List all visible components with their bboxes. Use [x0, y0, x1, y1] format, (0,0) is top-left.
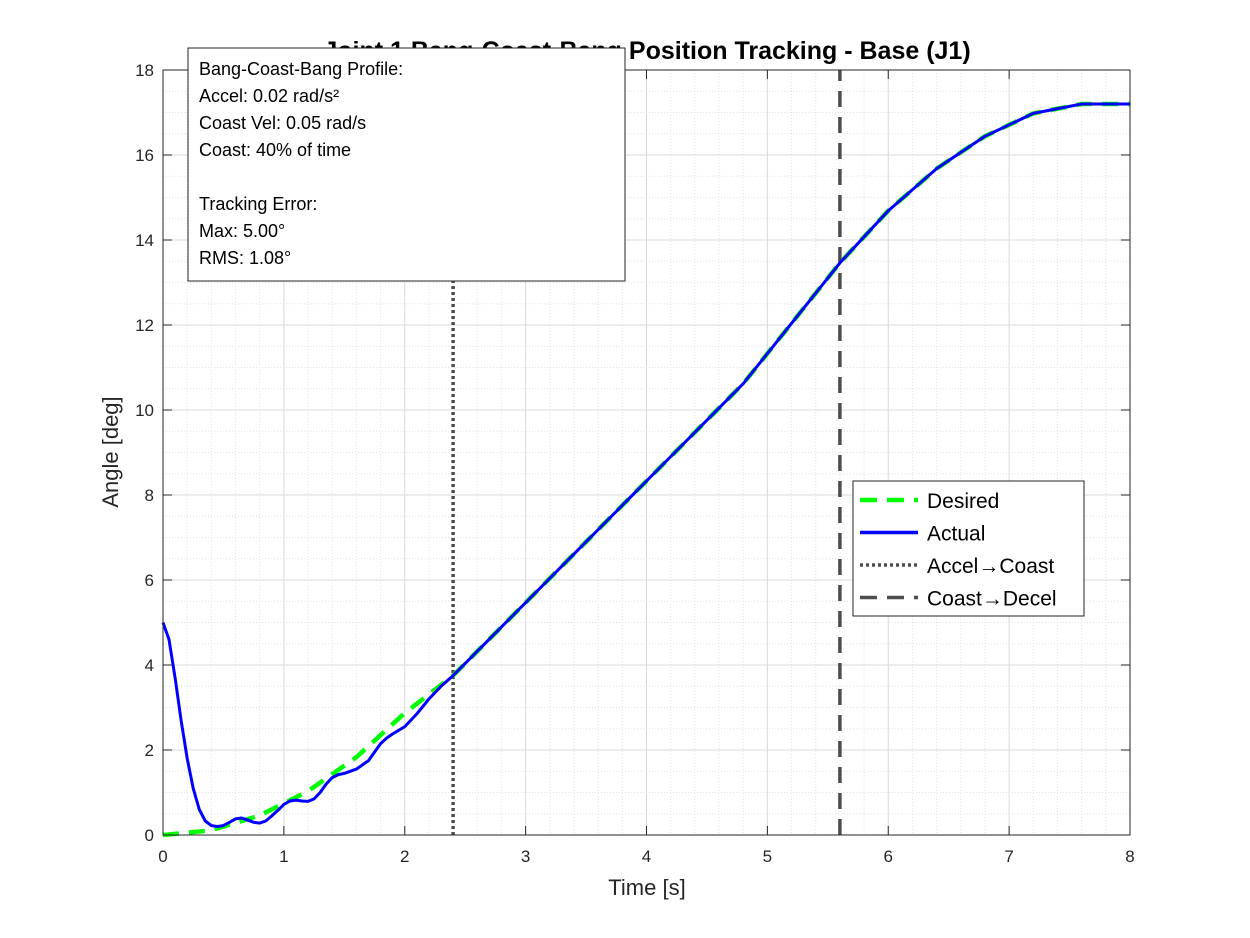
ticks-layer: [162, 69, 1131, 836]
x-tick-label: 0: [158, 847, 167, 866]
x-tick-label: 5: [763, 847, 772, 866]
x-tick-label: 2: [400, 847, 409, 866]
y-tick-label: 18: [135, 61, 154, 80]
y-tick-label: 8: [145, 486, 154, 505]
legend-frame: [852, 480, 1085, 617]
x-axis-label: Time [s]: [608, 875, 685, 900]
y-tick-label: 16: [135, 146, 154, 165]
y-tick-label: 6: [145, 571, 154, 590]
x-tick-label: 7: [1004, 847, 1013, 866]
y-tick-label: 4: [145, 656, 154, 675]
y-tick-label: 12: [135, 316, 154, 335]
annotation-line: RMS: 1.08°: [199, 248, 291, 268]
x-tick-label: 1: [279, 847, 288, 866]
annotation-line: Accel: 0.02 rad/s²: [199, 86, 339, 106]
x-tick-label: 8: [1125, 847, 1134, 866]
annotation-line: Bang-Coast-Bang Profile:: [199, 59, 403, 79]
annotation-line: Tracking Error:: [199, 194, 317, 214]
y-tick-label: 2: [145, 741, 154, 760]
x-tick-label: 3: [521, 847, 530, 866]
x-tick-label: 4: [642, 847, 651, 866]
legend: Desired Actual Accel→Coast Coast→Decel: [852, 480, 1085, 617]
y-axis-label: Angle [deg]: [98, 396, 123, 507]
annotation-line: Max: 5.00°: [199, 221, 285, 241]
annotation-box-frame: [187, 47, 626, 282]
x-tick-label: 6: [884, 847, 893, 866]
annotation-line: Coast: 40% of time: [199, 140, 351, 160]
y-tick-label: 14: [135, 231, 154, 250]
legend-entry: Coast→Decel: [927, 588, 1057, 611]
annotation-box: Bang-Coast-Bang Profile: Accel: 0.02 rad/…: [187, 47, 626, 282]
y-tick-label: 0: [145, 826, 154, 845]
legend-entry: Accel→Coast: [927, 555, 1054, 578]
y-tick-label: 10: [135, 401, 154, 420]
series-line-actual: [161, 102, 1130, 828]
legend-entry: Actual: [927, 523, 985, 546]
legend-entry: Desired: [927, 490, 999, 513]
annotation-line: Coast Vel: 0.05 rad/s: [199, 113, 366, 133]
